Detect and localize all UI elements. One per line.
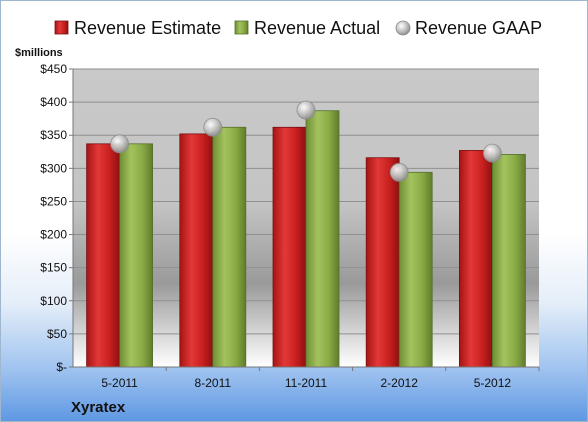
marker-revenue-gaap bbox=[296, 100, 316, 120]
y-tick-label: $- bbox=[56, 360, 67, 374]
bar-revenue-actual bbox=[119, 143, 153, 368]
y-tick-label: $450 bbox=[40, 62, 67, 76]
legend: Revenue Estimate Revenue Actual Revenue GA… bbox=[54, 18, 542, 38]
marker-revenue-gaap bbox=[110, 134, 129, 154]
company-name: Xyratex bbox=[71, 399, 126, 416]
x-tick-label: 8-2011 bbox=[195, 376, 232, 390]
y-tick-label: $200 bbox=[40, 228, 67, 242]
y-tick-label: $400 bbox=[40, 95, 67, 109]
gaap-markers bbox=[110, 100, 502, 182]
y-tick-label: $350 bbox=[40, 128, 67, 142]
marker-revenue-gaap bbox=[482, 143, 502, 163]
legend-swatch-revenue-actual bbox=[234, 20, 249, 35]
axis-ticks: $- $50 $100 $150 $200 $250 $300 $350 $400 $450 5-2… bbox=[40, 62, 540, 390]
bar-revenue-estimate bbox=[179, 133, 214, 368]
bar-revenue-actual bbox=[398, 171, 433, 368]
y-tick-label: $250 bbox=[40, 194, 67, 208]
x-tick-label: 11-2011 bbox=[285, 376, 328, 390]
bar-revenue-actual bbox=[491, 154, 526, 368]
x-tick-label: 2-2012 bbox=[381, 376, 419, 390]
bar-revenue-actual bbox=[212, 126, 247, 368]
legend-swatch-revenue-gaap bbox=[395, 20, 411, 36]
y-tick-label: $100 bbox=[40, 294, 67, 308]
marker-revenue-gaap bbox=[389, 162, 409, 182]
legend-label: Revenue Actual bbox=[254, 18, 380, 38]
x-tick-label: 5-2011 bbox=[101, 376, 138, 390]
y-tick-label: $150 bbox=[40, 261, 67, 275]
bar-revenue-estimate bbox=[272, 126, 307, 368]
bar-revenue-estimate bbox=[365, 157, 400, 368]
y-tick-label: $300 bbox=[40, 161, 67, 175]
bars bbox=[86, 110, 526, 368]
bar-revenue-estimate bbox=[86, 143, 120, 368]
bar-revenue-actual bbox=[305, 110, 340, 368]
x-tick-label: 5-2012 bbox=[474, 376, 512, 390]
bar-revenue-estimate bbox=[458, 150, 493, 368]
y-tick-label: $50 bbox=[47, 327, 67, 341]
marker-revenue-gaap bbox=[203, 117, 223, 137]
legend-swatch-revenue-estimate bbox=[54, 20, 69, 35]
y-axis-unit-label: $millions bbox=[15, 47, 63, 59]
legend-label: Revenue Estimate bbox=[74, 18, 221, 38]
legend-label: Revenue GAAP bbox=[415, 18, 542, 38]
